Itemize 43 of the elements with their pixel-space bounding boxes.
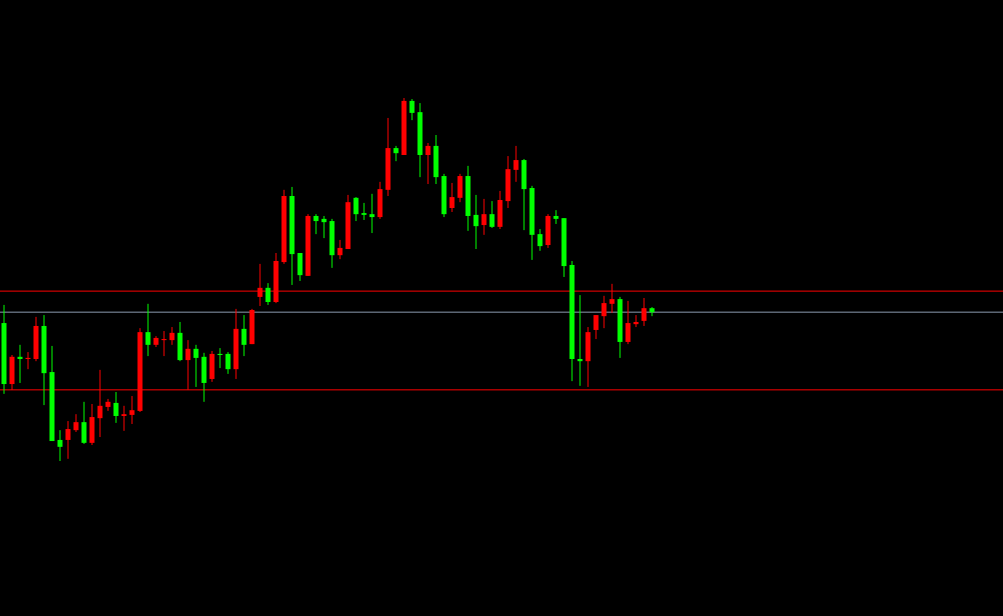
candlestick: [361, 202, 367, 221]
candlestick: [73, 413, 79, 433]
candlestick: [641, 297, 647, 327]
candlestick: [353, 196, 359, 222]
candlestick: [145, 303, 151, 357]
candlestick: [537, 228, 543, 252]
candlestick: [481, 198, 487, 236]
candlestick: [129, 395, 135, 425]
candlestick: [577, 294, 583, 387]
candlestick: [161, 330, 167, 357]
candlestick: [81, 401, 87, 445]
candlestick: [649, 306, 655, 317]
candlestick: [593, 314, 599, 340]
candlestick: [553, 209, 559, 225]
candlestick: [369, 193, 375, 234]
candlestick: [57, 429, 63, 462]
candlestick: [393, 145, 399, 162]
candlestick: [17, 344, 23, 384]
candlestick: [409, 98, 415, 121]
candlestick: [121, 405, 127, 432]
candlestick: [489, 200, 495, 229]
candlestick: [105, 398, 111, 412]
candlestick: [449, 182, 455, 213]
candlestick: [457, 173, 463, 203]
candlestick: [313, 213, 319, 235]
candlestick: [473, 194, 479, 250]
candlestick: [217, 347, 223, 369]
candlestick: [25, 351, 31, 370]
candlestick: [625, 300, 631, 345]
candlestick: [113, 391, 119, 424]
candlestick: [265, 282, 271, 306]
candlestick: [65, 420, 71, 460]
candlestick: [193, 344, 199, 388]
candlestick: [297, 252, 303, 282]
candlestick: [321, 215, 327, 239]
candlestick: [337, 239, 343, 260]
candlestick: [513, 145, 519, 183]
candlestick: [225, 351, 231, 375]
candlestick: [425, 142, 431, 185]
candlestick: [601, 295, 607, 329]
candlestick: [169, 326, 175, 346]
candlestick: [633, 314, 639, 328]
candlestick: [241, 314, 247, 357]
